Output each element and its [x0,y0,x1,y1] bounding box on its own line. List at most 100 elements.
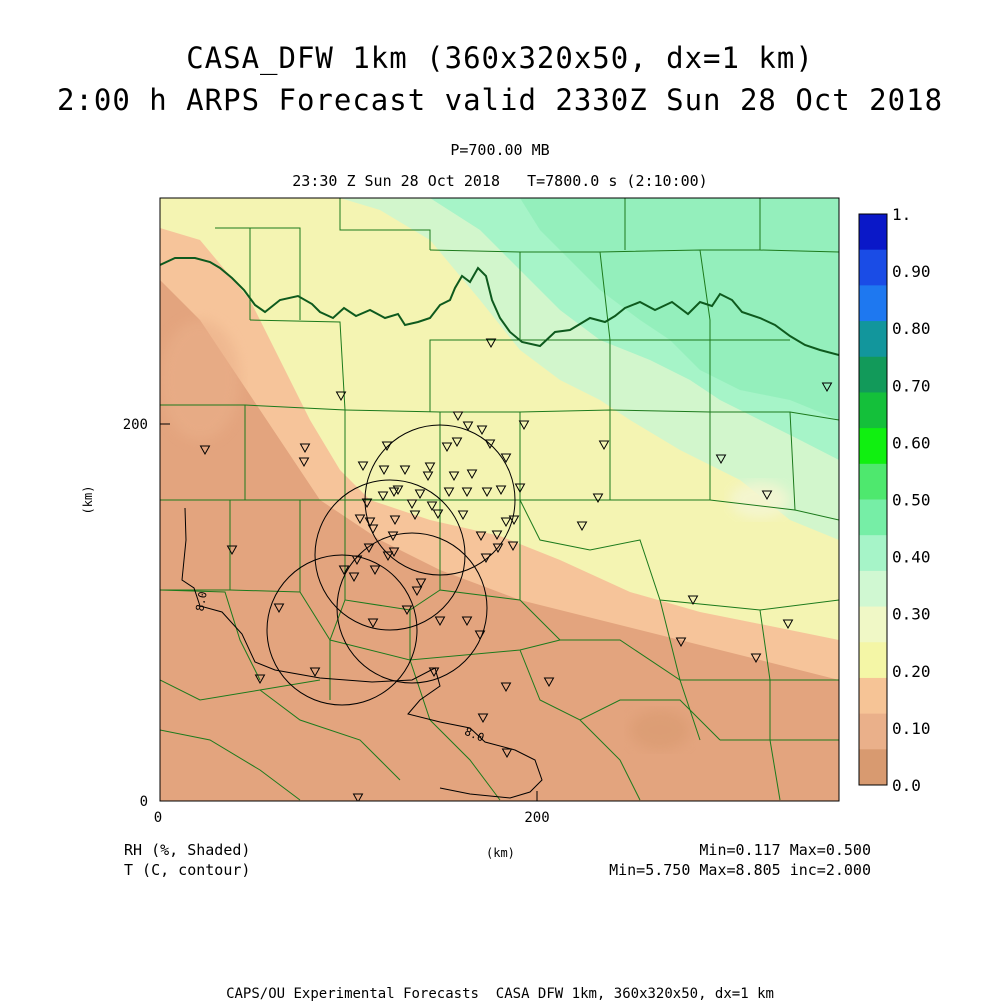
valid-time: 23:30 Z Sun 28 Oct 2018 T=7800.0 s (2:10… [292,172,708,190]
station-marker [592,493,604,504]
station-marker [481,487,493,498]
station-marker [466,469,478,480]
station-marker [401,605,413,616]
station-marker [750,653,762,664]
station-marker [226,545,238,556]
station-marker [369,565,381,576]
station-marker [422,471,434,482]
station-marker [434,616,446,627]
rh-legend-label: RH (%, Shaded) [124,841,251,859]
station-marker [399,465,411,476]
y-axis-label: (km) [81,486,95,515]
colorbar: 1. 0.90 0.80 0.70 0.60 0.50 0.40 0.30 0.20 0.10 0.… [858,205,931,795]
colorbar-swatch [859,499,887,536]
station-marker [335,391,347,402]
station-marker [406,499,418,510]
station-marker [338,565,350,576]
station-marker [443,487,455,498]
colorbar-label: 0.0 [892,776,921,795]
station-marker [514,483,526,494]
station-marker [361,498,373,509]
station-marker [500,453,512,464]
radar-range-rings [266,424,516,706]
colorbar-label: 0.70 [892,376,931,395]
radar-ring [364,424,516,576]
colorbar-swatch [859,713,887,750]
rh-shading [160,198,839,801]
station-marker [451,437,463,448]
station-marker [414,489,426,500]
station-marker [432,509,444,520]
station-marker [426,501,438,512]
colorbar-swatch [859,677,887,715]
colorbar-swatch [859,392,887,429]
chart-title-line2: 2:00 h ARPS Forecast valid 2330Z Sun 28 … [56,83,944,117]
colorbar-label: 0.80 [892,319,931,338]
station-marker [598,440,610,451]
colorbar-swatch [859,606,887,643]
credit-line: CAPS/OU Experimental Forecasts CASA DFW … [226,986,774,1002]
colorbar-swatch [859,214,887,251]
y-tick-label: 200 [123,417,148,433]
temperature-contour [181,507,543,799]
station-marker [428,667,440,678]
y-tick-label: 0 [140,794,148,810]
radar-ring [336,532,488,684]
station-marker [254,674,266,685]
station-markers [199,338,833,801]
colorbar-label: 0.90 [892,262,931,281]
colorbar-swatch [859,428,887,465]
station-marker [782,619,794,630]
station-marker [461,616,473,627]
t-min-max: Min=5.750 Max=8.805 inc=2.000 [609,861,871,879]
colorbar-label: 0.60 [892,433,931,452]
colorbar-swatch [859,356,887,393]
station-marker [457,510,469,521]
station-marker [518,420,530,431]
station-marker [352,793,364,801]
station-marker [484,439,496,450]
t-legend-label: T (C, contour) [124,861,251,879]
station-marker [476,425,488,436]
colorbar-swatch [859,749,887,786]
station-marker [441,442,453,453]
station-marker [415,578,427,589]
station-marker [382,551,394,562]
station-marker [364,517,376,528]
station-marker [354,514,366,525]
station-marker [508,515,520,526]
station-marker [424,462,436,473]
station-marker [309,667,321,678]
rh-min-max: Min=0.117 Max=0.500 [699,841,871,859]
station-marker [500,682,512,693]
station-marker [392,485,404,496]
station-marker [715,454,727,465]
station-marker [389,515,401,526]
station-marker [381,441,393,452]
colorbar-swatch [859,249,887,286]
station-marker [462,421,474,432]
station-marker [480,553,492,564]
station-marker [461,487,473,498]
rh-patch [630,710,690,750]
station-marker [387,531,399,542]
colorbar-frame [858,213,888,786]
x-tick-label: 200 [524,810,549,826]
station-marker [348,572,360,583]
station-marker [475,531,487,542]
chart-title-line1: CASA_DFW 1km (360x320x50, dx=1 km) [186,41,814,75]
station-marker [507,541,519,552]
station-marker [388,487,400,498]
station-marker [452,411,464,422]
station-marker [491,530,503,541]
station-marker [299,443,311,454]
colorbar-swatch [859,642,887,679]
station-marker [477,713,489,724]
station-marker [576,521,588,532]
station-marker [409,510,421,521]
plot-frame [159,197,840,802]
station-marker [675,637,687,648]
state-border [160,257,839,356]
colorbar-swatch [859,321,887,358]
